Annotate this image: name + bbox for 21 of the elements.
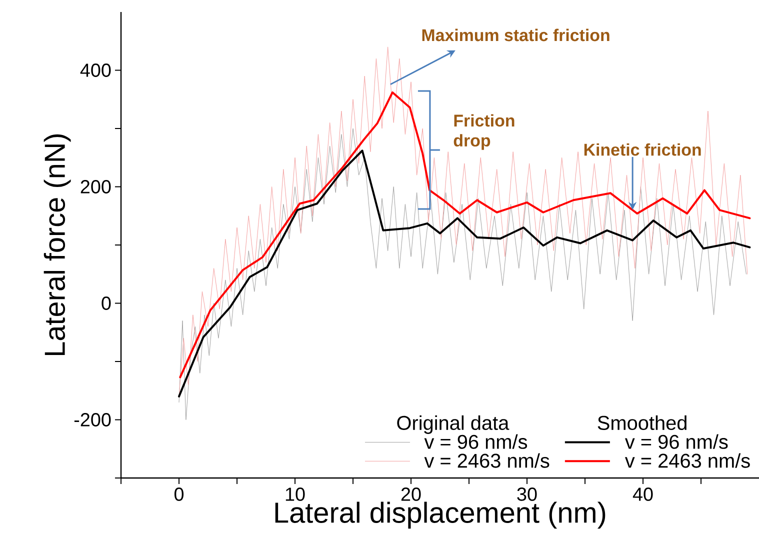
y-tick-label: 200 [80, 180, 111, 194]
y-tick-label: 0 [102, 296, 111, 310]
y-tick-label: 400 [80, 64, 111, 77]
legend-label: v = 2463 nm/s [624, 453, 750, 468]
x-tick-label: 30 [517, 488, 537, 501]
annotation: Original data [397, 415, 510, 434]
line-series [179, 91, 751, 378]
legend-label: v = 96 nm/s [424, 434, 528, 449]
y-axis-title: Lateral force (nN) [44, 134, 71, 356]
annotation: Friction drop [454, 114, 514, 150]
legend-label: v = 96 nm/s [624, 434, 728, 449]
annotation: Maximum static friction [422, 28, 610, 42]
x-tick-label: 40 [632, 488, 653, 501]
y-tick-label: -200 [74, 413, 111, 426]
x-tick-label: 0 [174, 488, 184, 501]
annotation: Smoothed [598, 415, 686, 430]
x-axis-title: Lateral displacement (nm) [275, 502, 606, 529]
x-tick-label: 20 [401, 488, 421, 501]
legend-label: v = 2463 nm/s [424, 453, 550, 468]
annotation: Kinetic friction [584, 143, 701, 156]
x-tick-label: 10 [286, 488, 305, 501]
